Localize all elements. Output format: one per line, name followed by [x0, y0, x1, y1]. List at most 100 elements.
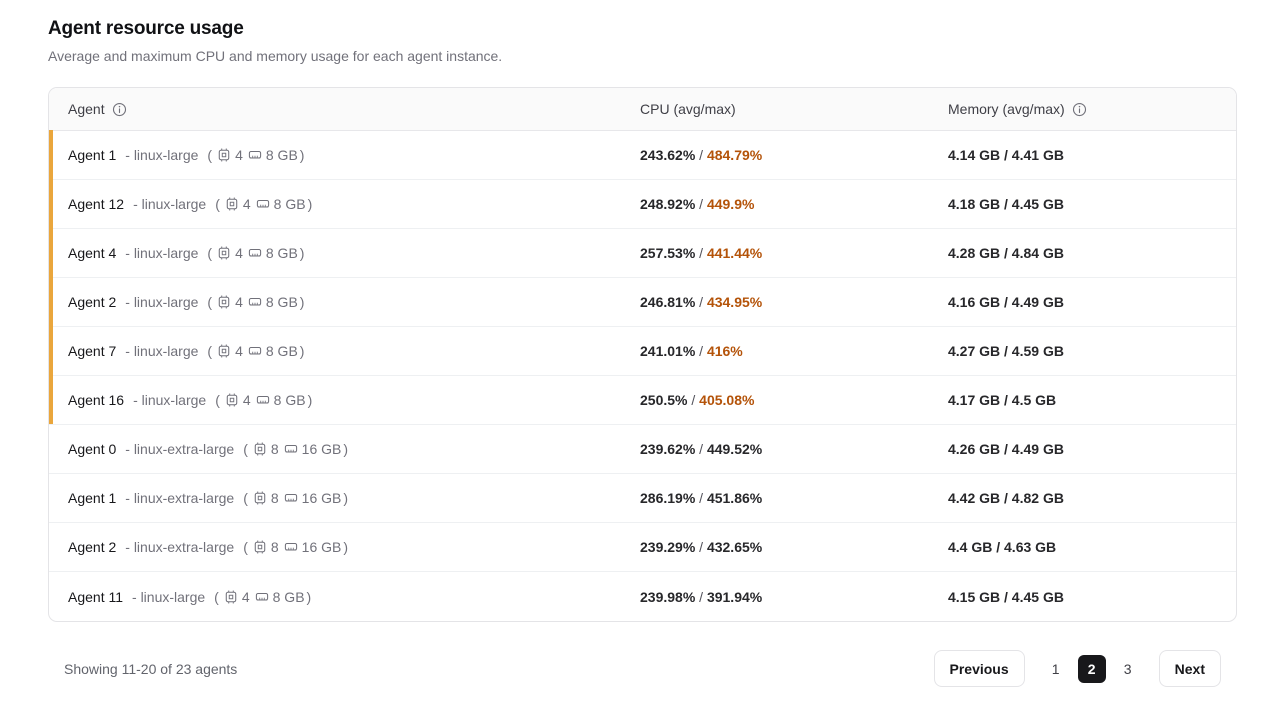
agent-instance-type: - linux-large	[125, 294, 199, 310]
spec-close-paren: )	[299, 245, 305, 261]
table-row[interactable]: Agent 7 - linux-large ( 4	[49, 326, 1236, 376]
cpu-count: 4	[235, 294, 243, 310]
memory-cell: 4.26 GB / 4.49 GB	[948, 441, 1236, 457]
table-row[interactable]: Agent 2 - linux-extra-large ( 8	[49, 523, 1236, 572]
cpu-cell: 239.62% / 449.52%	[640, 441, 948, 457]
spec-open-paren: (	[207, 343, 213, 359]
memory-size: 8 GB	[265, 147, 298, 163]
next-page-button[interactable]: Next	[1158, 650, 1221, 687]
table-row[interactable]: Agent 16 - linux-large ( 4	[49, 375, 1236, 425]
cpu-count: 8	[270, 539, 279, 555]
memory-stick-icon	[248, 346, 262, 355]
agent-spec: ( 4 8 GB)	[215, 196, 312, 212]
agent-name: Agent 2	[68, 539, 117, 555]
agent-name: Agent 1	[68, 490, 117, 506]
memory-value: 4.26 GB / 4.49 GB	[948, 441, 1064, 457]
spec-close-paren: )	[343, 539, 349, 555]
page-number-button-active[interactable]: 2	[1077, 654, 1106, 683]
previous-page-button[interactable]: Previous	[933, 650, 1025, 687]
memory-stick-icon	[255, 592, 268, 601]
memory-value: 4.27 GB / 4.59 GB	[948, 343, 1064, 359]
cpu-separator: /	[695, 147, 707, 163]
cpu-cell: 239.29% / 432.65%	[640, 539, 948, 555]
cpu-max-value: 441.44%	[706, 245, 763, 261]
table-row[interactable]: Agent 1 - linux-extra-large ( 8	[49, 474, 1236, 523]
memory-stick-icon	[284, 542, 297, 551]
cpu-count: 4	[242, 196, 251, 212]
spec-open-paren: (	[243, 490, 248, 506]
cpu-chip-icon	[218, 344, 230, 358]
cpu-separator: /	[695, 245, 707, 261]
cpu-max-value: 432.65%	[706, 539, 763, 555]
memory-value: 4.17 GB / 4.5 GB	[948, 392, 1057, 408]
cpu-avg-value: 250.5%	[640, 392, 688, 408]
page-number-list: 1 2 3	[1042, 654, 1142, 683]
agent-spec: ( 4 8 GB)	[207, 343, 304, 359]
cpu-chip-icon	[218, 246, 230, 260]
cpu-chip-icon	[254, 442, 266, 456]
memory-info-icon[interactable]	[1072, 102, 1087, 117]
cpu-avg-value: 239.98%	[640, 588, 696, 605]
column-header-agent: Agent	[49, 101, 640, 117]
agent-cell: Agent 2 - linux-extra-large ( 8	[49, 539, 640, 555]
cpu-cell: 250.5% / 405.08%	[640, 392, 948, 408]
table-row[interactable]: Agent 2 - linux-large ( 4	[49, 277, 1236, 327]
cpu-separator: /	[695, 490, 707, 506]
cpu-cell: 286.19% / 451.86%	[640, 490, 948, 506]
cpu-max-value: 391.94%	[706, 588, 763, 605]
agent-spec: ( 4 8 GB)	[214, 589, 311, 605]
cpu-separator: /	[687, 392, 700, 408]
memory-size: 8 GB	[273, 392, 306, 408]
cpu-count: 4	[235, 147, 243, 163]
cpu-separator: /	[695, 539, 707, 555]
cpu-max-value: 416%	[706, 343, 743, 359]
cpu-cell: 248.92% / 449.9%	[640, 196, 948, 212]
memory-cell: 4.18 GB / 4.45 GB	[948, 196, 1236, 212]
cpu-max-value: 434.95%	[706, 294, 763, 310]
memory-value: 4.16 GB / 4.49 GB	[948, 294, 1064, 310]
table-footer: Showing 11-20 of 23 agents Previous 1 2 …	[48, 650, 1237, 687]
cpu-avg-value: 246.81%	[640, 294, 696, 310]
cpu-chip-icon	[226, 197, 238, 211]
memory-stick-icon	[284, 444, 297, 453]
spec-open-paren: (	[243, 441, 248, 457]
agent-instance-type: - linux-extra-large	[125, 490, 235, 506]
table-header-row: Agent CPU (avg/max) Memory (avg/max)	[49, 88, 1236, 131]
agent-spec: ( 4 8 GB)	[215, 392, 312, 408]
table-row[interactable]: Agent 12 - linux-large ( 4	[49, 179, 1236, 229]
agent-info-icon[interactable]	[112, 102, 127, 117]
spec-open-paren: (	[215, 392, 220, 408]
cpu-avg-value: 241.01%	[640, 343, 696, 359]
cpu-cell: 243.62% / 484.79%	[640, 147, 948, 163]
agent-column-label: Agent	[68, 101, 105, 117]
agent-spec: ( 8 16 GB)	[243, 539, 348, 555]
memory-size: 8 GB	[265, 294, 298, 310]
memory-value: 4.4 GB / 4.63 GB	[948, 539, 1057, 555]
agent-cell: Agent 11 - linux-large ( 4	[49, 589, 640, 605]
table-row[interactable]: Agent 1 - linux-large ( 4	[49, 130, 1236, 180]
column-header-cpu: CPU (avg/max)	[640, 101, 948, 117]
cpu-count: 4	[235, 245, 243, 261]
agent-name: Agent 0	[68, 441, 117, 457]
table-row[interactable]: Agent 0 - linux-extra-large ( 8	[49, 425, 1236, 474]
page-number-button[interactable]: 3	[1114, 655, 1142, 683]
page-number-button[interactable]: 1	[1042, 655, 1070, 683]
memory-size: 16 GB	[301, 490, 342, 506]
agent-cell: Agent 4 - linux-large ( 4	[49, 245, 640, 261]
agent-spec: ( 4 8 GB)	[207, 245, 304, 261]
agent-instance-type: - linux-large	[125, 147, 199, 163]
table-row[interactable]: Agent 11 - linux-large ( 4	[49, 572, 1236, 621]
memory-cell: 4.14 GB / 4.41 GB	[948, 147, 1236, 163]
memory-stick-icon	[248, 248, 262, 257]
table-row[interactable]: Agent 4 - linux-large ( 4	[49, 228, 1236, 278]
memory-value: 4.42 GB / 4.82 GB	[948, 490, 1064, 506]
spec-open-paren: (	[207, 147, 213, 163]
agent-name: Agent 11	[68, 588, 124, 605]
column-header-memory: Memory (avg/max)	[948, 101, 1236, 117]
cpu-max-value: 484.79%	[706, 147, 763, 163]
cpu-chip-icon	[254, 540, 266, 554]
agent-name: Agent 7	[68, 343, 117, 359]
agent-instance-type: - linux-extra-large	[125, 539, 235, 555]
cpu-max-value: 449.9%	[706, 196, 755, 212]
